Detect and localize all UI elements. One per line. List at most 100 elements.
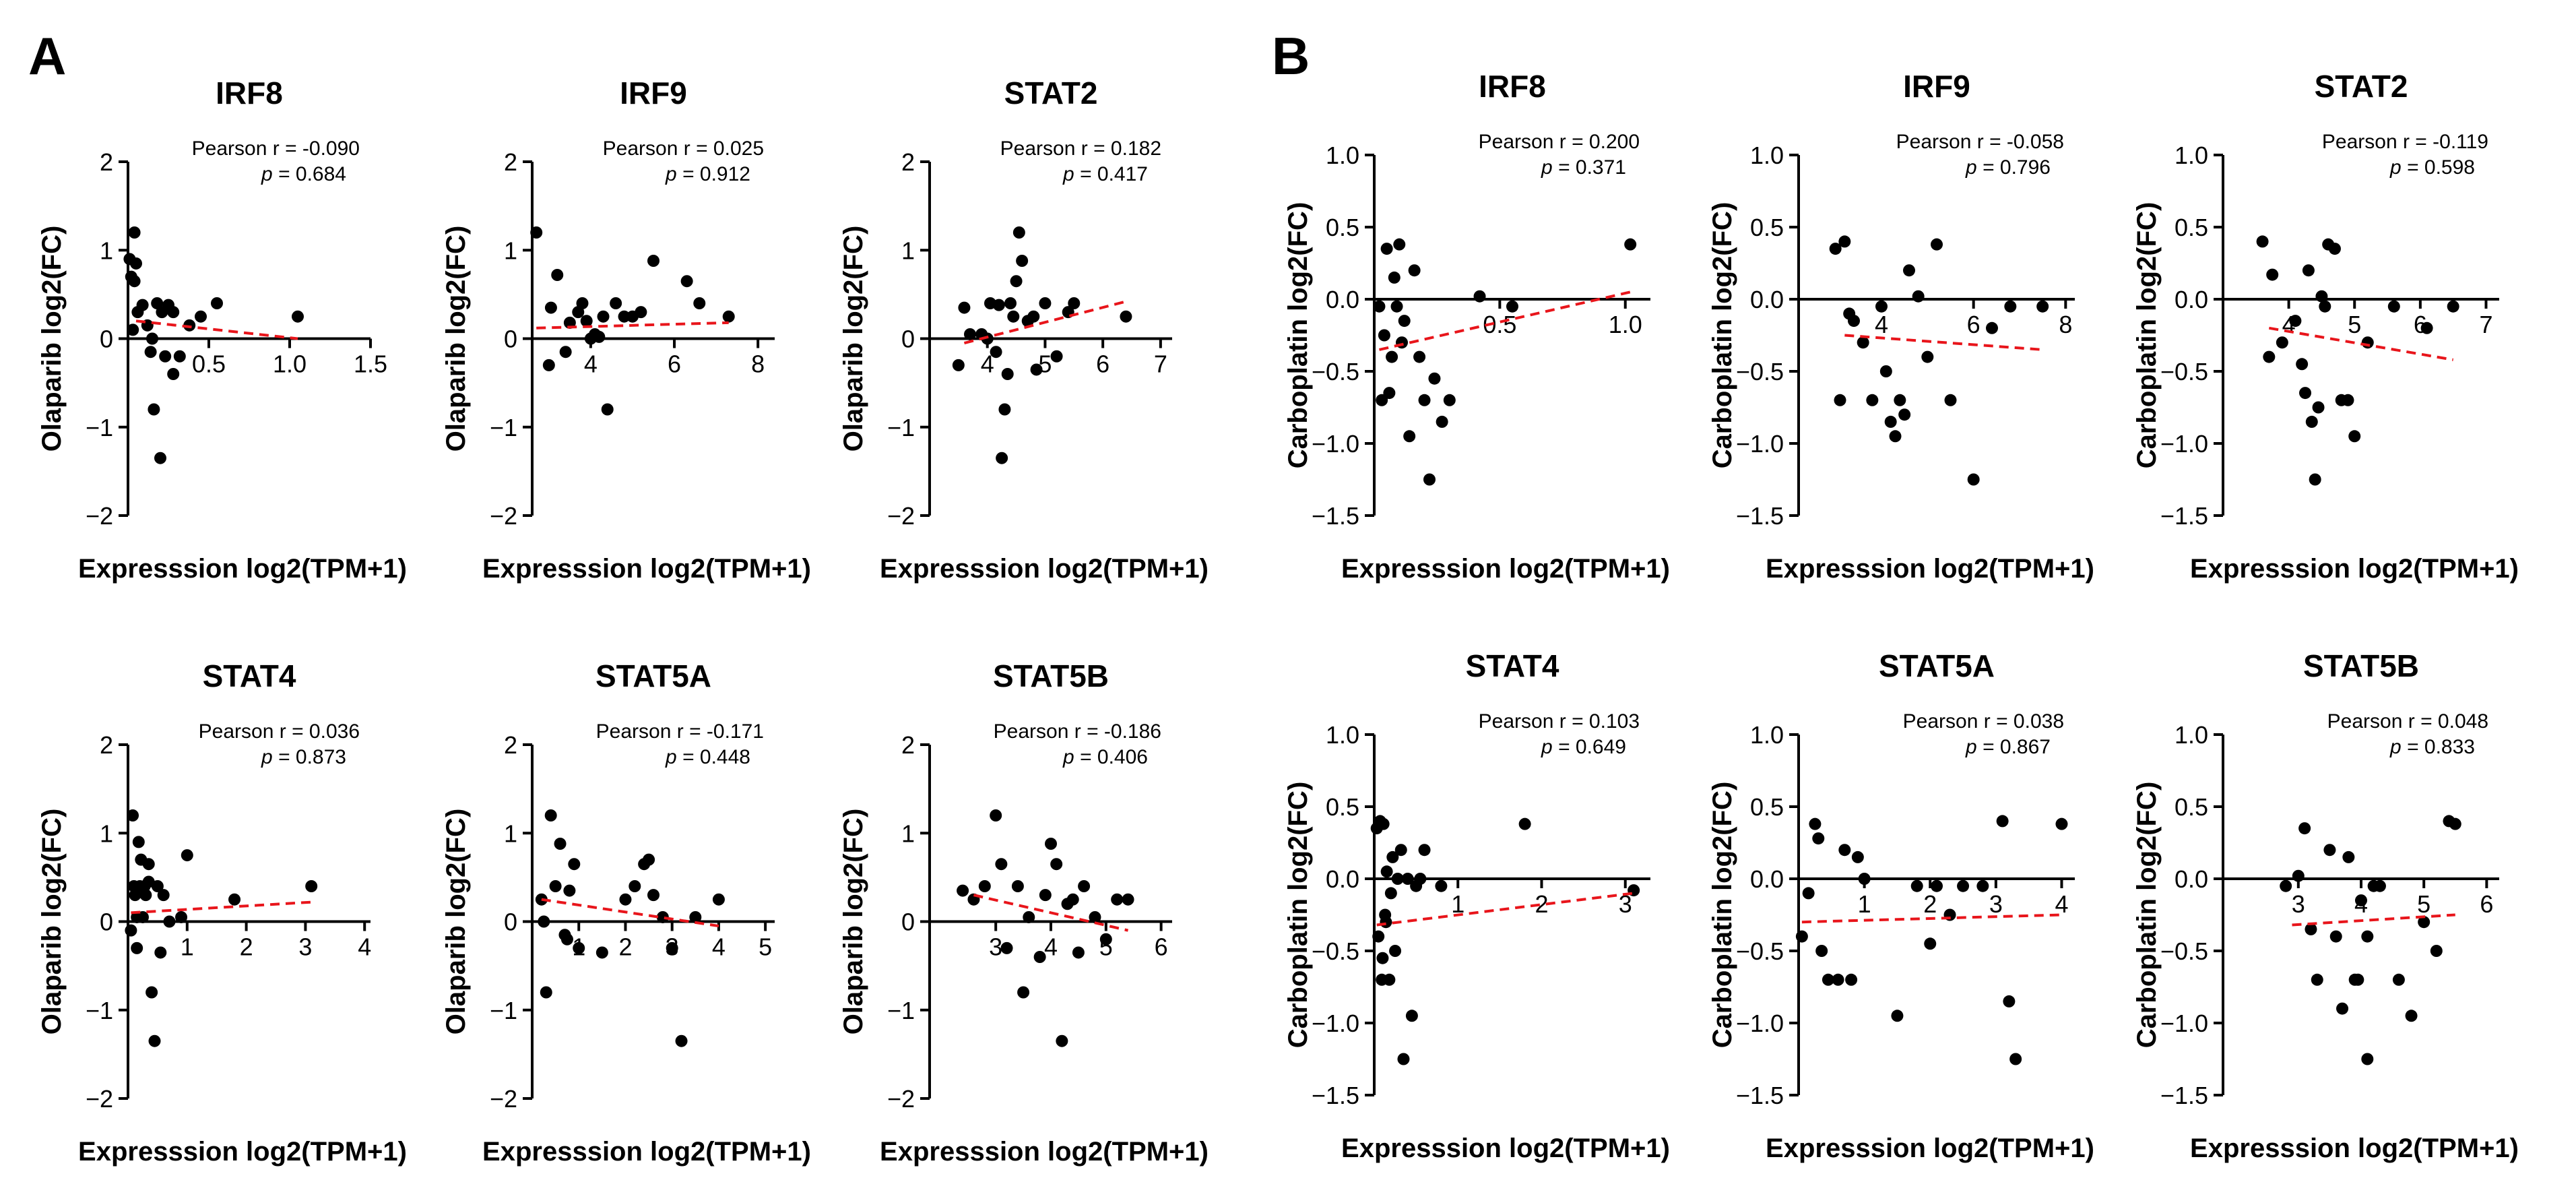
x-tick-label: 6 [2480, 890, 2493, 918]
scatter-chart-b-irf9: IRF9 −1.5 −1.0 −0.5 0.0 0.5 1.0 4 6 8 Expresssion … [1708, 69, 2094, 584]
data-point [131, 941, 143, 954]
y-tick-label: 0 [100, 326, 113, 353]
data-point [1027, 310, 1040, 323]
data-point [1393, 238, 1406, 251]
data-point [1390, 300, 1403, 313]
data-point [693, 297, 706, 309]
data-point [2276, 336, 2288, 349]
chart-title: IRF9 [1903, 69, 1970, 104]
p-symbol: p [1965, 736, 1983, 758]
x-tick-label: 3 [989, 933, 1002, 961]
y-tick-label: −1.5 [1736, 502, 1784, 530]
p-value: = 0.417 [1080, 163, 1148, 185]
regression-line [2268, 326, 2454, 361]
data-point [563, 884, 576, 897]
regression-line [1376, 892, 1634, 927]
p-value-text: p = 0.371 [1541, 156, 1626, 179]
x-tick-label: 4 [2055, 890, 2068, 918]
data-point [560, 933, 573, 946]
data-point [144, 346, 157, 359]
x-tick-label: 3 [1619, 890, 1632, 918]
y-tick-label: 1.0 [1326, 721, 1359, 749]
x-tick-label: 2 [1923, 890, 1937, 918]
data-point [1428, 372, 1441, 385]
data-point [1875, 300, 1888, 313]
data-point [2420, 321, 2433, 334]
y-tick-label: 1 [100, 237, 113, 264]
p-value: = 0.598 [2407, 156, 2475, 179]
y-axis-label: Olaparib log2(FC) [839, 226, 868, 452]
data-point [1848, 315, 1860, 328]
x-tick-label: 2 [240, 933, 253, 961]
data-point [675, 1034, 688, 1047]
y-tick-label: −1.5 [1736, 1082, 1784, 1109]
data-point [136, 299, 149, 311]
chart-title: STAT5B [993, 658, 1109, 693]
y-tick-label: −2 [86, 1085, 113, 1113]
data-point [1884, 415, 1897, 428]
chart-title: STAT5B [2303, 648, 2419, 683]
data-point [996, 452, 1008, 464]
y-tick-label: 0 [100, 908, 113, 936]
data-point [1957, 879, 1970, 892]
y-tick-label: 1 [901, 237, 915, 264]
x-axis-label: Expresssion log2(TPM+1) [2190, 1134, 2519, 1163]
data-point [127, 809, 139, 822]
data-point [2361, 1053, 2374, 1065]
data-point [1016, 255, 1029, 267]
y-tick-label: −1.0 [2160, 430, 2208, 458]
y-tick-label: −0.5 [1736, 358, 1784, 385]
y-tick-label: 1.0 [2175, 721, 2208, 749]
data-point [1857, 336, 1869, 349]
data-point [1017, 986, 1030, 999]
data-point [2392, 973, 2405, 986]
data-point [1443, 394, 1456, 406]
chart-title: STAT5A [1879, 648, 1995, 683]
x-tick-label: 5 [2417, 890, 2430, 918]
data-point [1386, 350, 1398, 363]
data-point [1391, 873, 1404, 885]
x-tick-label: 1.0 [1609, 311, 1642, 338]
data-point [1120, 310, 1132, 323]
data-point [2449, 817, 2461, 830]
data-point [1822, 973, 1834, 986]
data-point [2328, 243, 2341, 255]
data-point [151, 880, 164, 892]
p-value-text: p = 0.406 [1062, 746, 1148, 768]
x-tick-label: 6 [1096, 350, 1109, 378]
data-point [151, 297, 164, 309]
y-tick-label: 0.0 [2175, 286, 2208, 313]
chart-title: STAT4 [203, 658, 296, 693]
p-value-text: p = 0.873 [261, 746, 346, 768]
data-point [173, 350, 186, 363]
y-tick-label: 0.5 [1326, 793, 1359, 821]
p-value-text: p = 0.684 [261, 163, 346, 185]
data-point [1418, 394, 1431, 406]
data-point [544, 809, 557, 822]
data-point [1389, 945, 1402, 957]
pearson-r-text: Pearson r = 0.182 [1000, 137, 1161, 160]
data-point [1851, 850, 1864, 863]
data-point [958, 301, 971, 314]
x-tick-label: 8 [751, 350, 765, 378]
p-symbol: p [261, 163, 278, 185]
data-point [1380, 865, 1393, 878]
data-point [1011, 880, 1024, 892]
regression-line [536, 321, 729, 330]
data-point [1858, 873, 1871, 885]
p-value-text: p = 0.417 [1062, 163, 1148, 185]
data-point [2361, 336, 2374, 349]
data-point [1413, 350, 1426, 363]
data-point [1894, 394, 1906, 406]
y-tick-label: −0.5 [2160, 358, 2208, 385]
data-point [1394, 844, 1407, 857]
regression-line [131, 900, 312, 914]
x-tick-label: 1.0 [273, 350, 307, 378]
scatter-chart-a-stat5a: STAT5A−2−101212345Expresssion log2(TPM+1… [441, 658, 811, 1167]
data-point [1967, 473, 1980, 486]
p-value: = 0.833 [2407, 736, 2475, 758]
data-point [1089, 910, 1101, 923]
scatter-chart-a-irf8: IRF8 −2 −1 0 1 2 0.5 1.0 1.5 Expresssion log2(TPM… [37, 75, 407, 584]
data-point [181, 849, 193, 862]
